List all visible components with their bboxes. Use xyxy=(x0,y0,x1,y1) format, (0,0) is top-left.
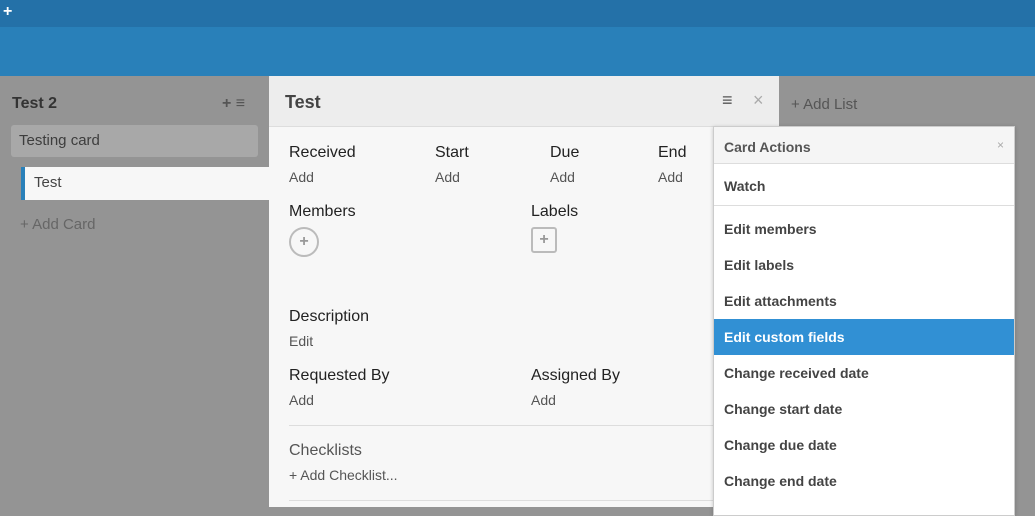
menu-item-edit-members[interactable]: Edit members xyxy=(724,221,817,237)
menu-item-edit-attachments[interactable]: Edit attachments xyxy=(724,293,837,309)
menu-item-change-start-date[interactable]: Change start date xyxy=(724,401,843,417)
divider xyxy=(289,500,779,501)
assigned-by-add[interactable]: Add xyxy=(531,392,556,408)
add-checklist-button[interactable]: + Add Checklist... xyxy=(289,467,398,483)
divider xyxy=(714,205,1014,206)
start-add[interactable]: Add xyxy=(435,169,460,185)
received-label: Received xyxy=(289,144,356,161)
card-actions-popup: Card Actions × Watch Edit members Edit l… xyxy=(713,126,1015,516)
add-list-button[interactable]: + Add List xyxy=(791,96,858,113)
menu-item-change-received-date[interactable]: Change received date xyxy=(724,365,869,381)
due-add[interactable]: Add xyxy=(550,169,575,185)
divider xyxy=(289,425,779,426)
assigned-by-label: Assigned By xyxy=(531,367,620,384)
menu-item-edit-labels[interactable]: Edit labels xyxy=(724,257,795,273)
menu-item-change-due-date[interactable]: Change due date xyxy=(724,437,837,453)
card-details: Test ≡ × Received Add Start Add Due Add End… xyxy=(269,76,779,507)
hamburger-icon[interactable]: ≡ xyxy=(722,90,733,110)
menu-item-edit-custom-fields[interactable]: Edit custom fields xyxy=(714,319,1014,355)
menu-item-watch[interactable]: Watch xyxy=(724,178,766,194)
close-icon[interactable]: × xyxy=(753,90,764,110)
members-label: Members xyxy=(289,203,356,220)
menu-icon[interactable]: ≡ xyxy=(235,95,246,112)
end-add[interactable]: Add xyxy=(658,169,683,185)
add-board-button[interactable]: + xyxy=(0,0,1035,27)
add-member-button[interactable]: + xyxy=(289,227,319,257)
received-add[interactable]: Add xyxy=(289,169,314,185)
add-card-button[interactable]: + Add Card xyxy=(20,216,96,233)
start-label: Start xyxy=(435,144,469,161)
requested-by-add[interactable]: Add xyxy=(289,392,314,408)
card-title[interactable]: Test xyxy=(285,92,321,112)
checklists-label: Checklists xyxy=(289,442,362,459)
description-edit[interactable]: Edit xyxy=(289,333,314,349)
end-label: End xyxy=(658,144,687,161)
popup-title: Card Actions xyxy=(724,139,811,155)
description-label: Description xyxy=(289,308,370,325)
list-test-2: Test 2 + ≡ Testing card Test + Add Card xyxy=(0,76,269,507)
card-testing-card[interactable]: Testing card xyxy=(11,125,258,157)
add-label-button[interactable]: + xyxy=(531,227,557,253)
board-header xyxy=(0,27,1035,76)
close-icon[interactable]: × xyxy=(996,138,1004,152)
add-icon[interactable]: + xyxy=(222,95,232,112)
labels-label: Labels xyxy=(531,203,579,220)
list-title: Test 2 xyxy=(12,95,58,112)
requested-by-label: Requested By xyxy=(289,367,390,384)
card-test[interactable]: Test xyxy=(21,167,269,200)
due-label: Due xyxy=(550,144,580,161)
menu-item-change-end-date[interactable]: Change end date xyxy=(724,473,837,489)
